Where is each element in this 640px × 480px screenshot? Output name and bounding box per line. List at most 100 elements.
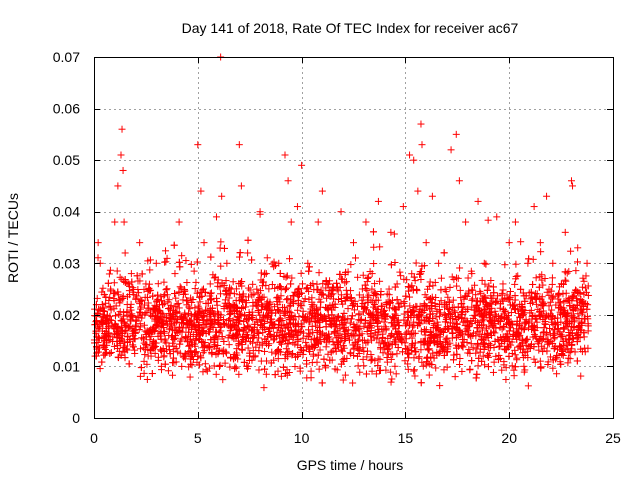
data-point-band	[194, 302, 202, 310]
data-point-band	[474, 362, 482, 370]
data-point-band	[246, 286, 254, 294]
data-point-band	[121, 342, 129, 350]
data-point-band	[302, 338, 310, 346]
data-point-band	[244, 284, 252, 292]
data-point-band	[539, 348, 547, 356]
data-point-band	[305, 267, 313, 275]
data-point-band	[370, 260, 378, 268]
data-point	[350, 239, 357, 247]
data-point-band	[466, 365, 474, 373]
data-point-band	[344, 305, 352, 313]
data-point-band	[425, 371, 433, 379]
data-point	[175, 218, 183, 226]
data-point	[374, 197, 382, 205]
data-point-band	[418, 358, 426, 366]
data-point-band	[94, 348, 102, 356]
data-point-band	[512, 260, 520, 268]
data-point-band	[406, 293, 414, 301]
data-point-band	[458, 303, 466, 311]
data-point-band	[131, 346, 139, 354]
data-point-band	[356, 368, 364, 376]
data-point-band	[524, 382, 532, 390]
data-point-band	[355, 310, 363, 318]
data-point-band	[233, 345, 241, 353]
data-point-band	[388, 375, 396, 383]
data-point-band	[502, 376, 510, 384]
data-point-band	[436, 312, 444, 320]
data-point-band	[553, 370, 561, 378]
data-point-band	[257, 269, 265, 277]
data-point-band	[473, 370, 481, 378]
data-point-band	[530, 355, 538, 363]
data-point-band	[231, 363, 239, 371]
data-point	[530, 203, 538, 211]
data-point	[428, 192, 436, 200]
data-point-band	[584, 291, 592, 299]
data-point-band	[255, 347, 263, 355]
data-point	[583, 259, 591, 267]
data-point-band	[419, 362, 427, 370]
y-tick-label: 0.03	[53, 255, 80, 271]
data-point-band	[235, 370, 243, 378]
data-point-band	[574, 258, 582, 266]
data-point	[410, 156, 418, 164]
data-point-band	[123, 345, 131, 353]
data-point-band	[417, 275, 425, 283]
data-point-band	[482, 260, 490, 268]
data-point-band	[410, 367, 418, 375]
data-point-band	[389, 351, 397, 359]
data-point-band	[213, 298, 221, 306]
data-point-band	[417, 379, 425, 387]
data-point-band	[307, 374, 315, 382]
data-point	[574, 244, 582, 252]
data-point-band	[255, 366, 263, 374]
data-point-band	[236, 253, 244, 261]
data-point-band	[352, 254, 360, 262]
data-point-band	[437, 274, 445, 282]
data-point-band	[544, 361, 552, 369]
data-point-band	[450, 356, 458, 364]
data-point-band	[395, 321, 403, 329]
data-point-band	[396, 268, 404, 276]
data-point-band	[187, 360, 195, 368]
data-point-band	[322, 343, 330, 351]
data-point-band	[456, 354, 464, 362]
data-point-band	[437, 297, 445, 305]
data-point-band	[354, 362, 362, 370]
data-point-band	[154, 280, 162, 288]
data-point	[462, 218, 470, 226]
data-point-band	[457, 294, 465, 302]
data-point-band	[483, 286, 491, 294]
data-point-band	[178, 362, 186, 370]
data-point-band	[217, 262, 225, 270]
x-tick-label: 25	[605, 430, 621, 446]
data-point-band	[403, 329, 411, 337]
data-point	[152, 259, 160, 267]
y-tick-label: 0.07	[53, 49, 80, 65]
data-point	[452, 130, 460, 138]
data-point	[524, 259, 532, 267]
y-tick-label: 0.04	[53, 204, 80, 220]
data-point-band	[286, 255, 294, 263]
data-point-band	[106, 349, 114, 357]
data-point-band	[274, 367, 282, 375]
data-point-band	[148, 370, 156, 378]
data-point	[447, 146, 455, 154]
data-point-band	[456, 264, 464, 272]
data-point	[206, 280, 214, 288]
y-axis-label: ROTI / TECUs	[5, 193, 21, 283]
data-point-band	[425, 346, 433, 354]
data-point	[218, 192, 226, 200]
data-point	[418, 141, 426, 149]
data-point	[314, 218, 322, 226]
data-point-band	[146, 336, 154, 344]
data-point	[118, 125, 126, 133]
data-point	[422, 239, 430, 247]
data-point-band	[410, 366, 418, 374]
data-point-band	[217, 290, 225, 298]
data-point-band	[469, 344, 477, 352]
data-point	[493, 213, 501, 221]
data-point-band	[469, 286, 477, 294]
data-point-band	[573, 357, 581, 365]
data-point	[362, 218, 370, 226]
